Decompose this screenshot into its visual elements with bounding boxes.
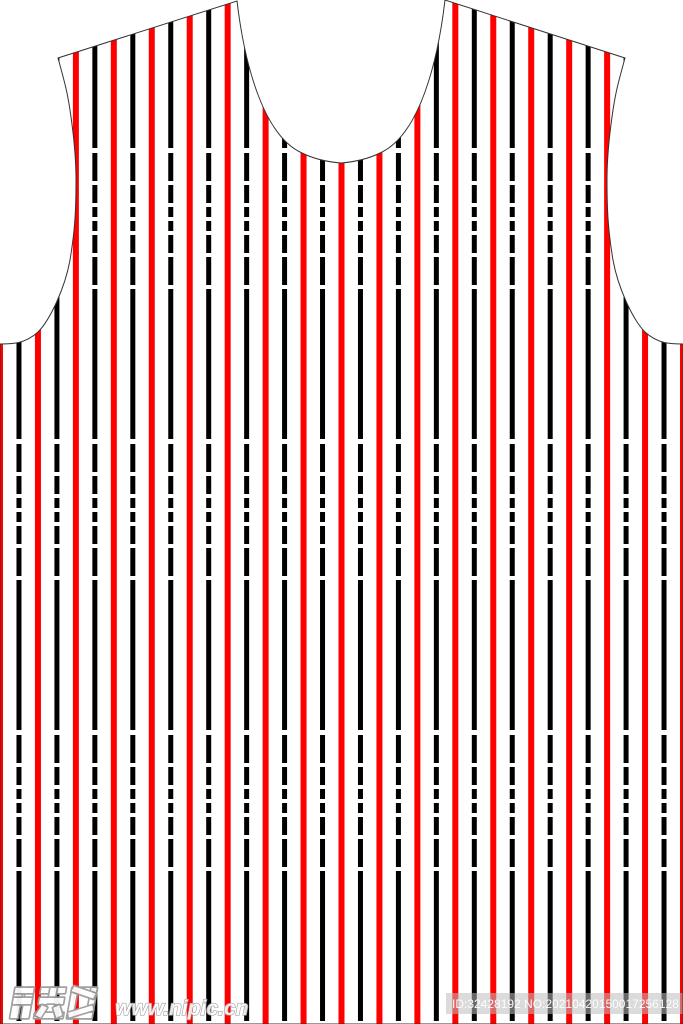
svg-text:www.nipic.cn: www.nipic.cn bbox=[115, 997, 248, 1020]
svg-text:ID:32428192 NO:202104201500172: ID:32428192 NO:20210420150017256128 bbox=[452, 997, 679, 1011]
